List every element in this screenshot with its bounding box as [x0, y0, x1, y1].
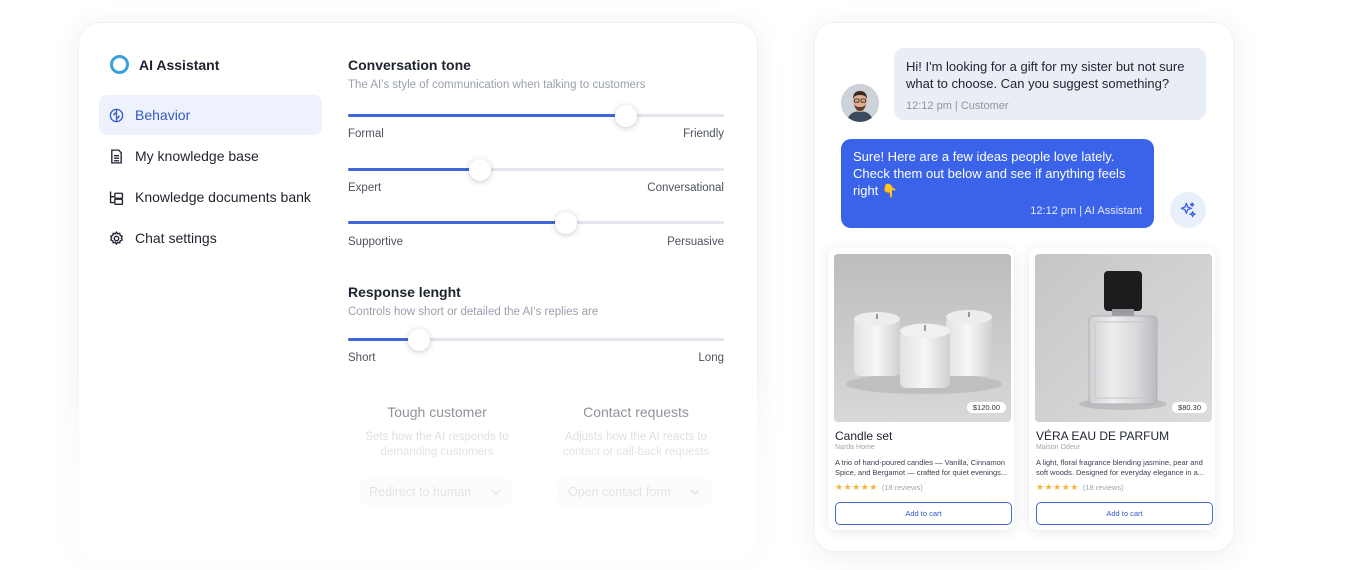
message-text: Sure! Here are a few ideas people love l…	[853, 149, 1126, 198]
tone-slider-supportive-persuasive[interactable]	[348, 212, 724, 234]
slider-thumb[interactable]	[468, 159, 491, 181]
customer-message-bubble: Hi! I'm looking for a gift for my sister…	[894, 48, 1206, 120]
contact-requests-card: Contact requests Adjusts how the AI reac…	[546, 404, 726, 460]
tone-title: Conversation tone	[348, 57, 471, 73]
slider-max-label: Long	[698, 352, 724, 364]
message-meta: 12:12 pm | AI Assistant	[1030, 205, 1142, 217]
assistant-message-bubble: Sure! Here are a few ideas people love l…	[841, 139, 1154, 228]
slider-min-label: Short	[348, 352, 376, 364]
add-to-cart-button[interactable]: Add to cart	[835, 502, 1012, 525]
slider-labels: Short Long	[348, 352, 724, 364]
slider-min-label: Expert	[348, 182, 382, 194]
tone-slider-formal-friendly[interactable]	[348, 105, 724, 127]
price-badge: $120.00	[966, 402, 1006, 413]
star-rating-icon: ★★★★★	[1036, 482, 1079, 492]
select-value: Open contact form	[568, 485, 671, 499]
tough-customer-card: Tough customer Sets how the AI responds …	[347, 404, 527, 460]
select-value: Redirect to human	[369, 485, 472, 499]
tone-subtitle: The AI's style of communication when tal…	[348, 79, 646, 91]
sidebar-item-label: Behavior	[135, 107, 191, 123]
chevron-down-icon	[491, 489, 501, 496]
sidebar-nav: Behavior My knowledge base Knowledge doc…	[99, 95, 322, 259]
chevron-down-icon	[690, 489, 700, 496]
card-title: Tough customer	[387, 404, 487, 420]
product-brand: Narda Home	[835, 444, 875, 451]
slider-max-label: Persuasive	[667, 236, 724, 248]
star-rating-icon: ★★★★★	[835, 482, 878, 492]
app-title: AI Assistant	[139, 56, 220, 73]
brain-icon	[108, 107, 125, 124]
slider-max-label: Conversational	[647, 182, 724, 194]
price-badge: $80.30	[1172, 402, 1207, 413]
slider-min-label: Supportive	[348, 236, 403, 248]
slider-labels: Formal Friendly	[348, 128, 724, 140]
card-title: Contact requests	[583, 404, 689, 420]
sidebar-item-label: Chat settings	[135, 230, 217, 246]
product-rating: ★★★★★ (18 reviews)	[1036, 482, 1124, 493]
sidebar-item-knowledge-base[interactable]: My knowledge base	[99, 136, 322, 176]
slider-fill	[348, 338, 420, 341]
length-title: Response lenght	[348, 284, 461, 300]
slider-fill	[348, 168, 480, 171]
gear-icon	[108, 230, 125, 247]
slider-thumb[interactable]	[615, 105, 638, 127]
product-name: VÉRA EAU DE PARFUM	[1036, 429, 1170, 443]
card-description-line: demanding customers	[380, 446, 494, 458]
sidebar-item-chat-settings[interactable]: Chat settings	[99, 218, 322, 258]
contact-requests-select[interactable]: Open contact form	[558, 478, 712, 506]
slider-thumb[interactable]	[408, 329, 431, 351]
product-description: A light, floral fragrance blending jasmi…	[1036, 458, 1205, 477]
length-slider[interactable]	[348, 329, 724, 351]
tough-customer-select[interactable]: Redirect to human	[359, 478, 513, 506]
customer-avatar	[841, 84, 879, 122]
review-count: (18 reviews)	[881, 483, 923, 492]
card-description-line: Sets how the AI responds to	[365, 431, 509, 443]
product-name: Candle set	[835, 429, 893, 443]
slider-min-label: Formal	[348, 128, 384, 140]
assistant-avatar	[1170, 192, 1206, 228]
assistant-logo-icon	[110, 55, 129, 74]
product-card-perfume: $80.30 VÉRA EAU DE PARFUM Maison Odeur A…	[1029, 248, 1215, 530]
tone-slider-expert-conversational[interactable]	[348, 159, 724, 181]
document-icon	[108, 148, 125, 165]
slider-fill	[348, 221, 567, 224]
sidebar-item-documents-bank[interactable]: Knowledge documents bank	[99, 177, 322, 217]
sparkles-icon	[1180, 202, 1196, 218]
slider-track	[348, 338, 724, 341]
folder-tree-icon	[108, 189, 125, 206]
slider-fill	[348, 114, 627, 117]
slider-thumb[interactable]	[555, 212, 578, 234]
review-count: (18 reviews)	[1082, 483, 1124, 492]
product-image-candles: $120.00	[834, 254, 1011, 422]
sidebar-item-label: My knowledge base	[135, 148, 259, 164]
card-description-line: contact or call-back requests	[562, 446, 710, 458]
slider-labels: Supportive Persuasive	[348, 236, 724, 248]
product-card-candle-set: $120.00 Candle set Narda Home A trio of …	[828, 248, 1014, 530]
product-rating: ★★★★★ (18 reviews)	[835, 482, 923, 493]
sidebar-item-label: Knowledge documents bank	[135, 189, 311, 205]
product-image-perfume: $80.30	[1035, 254, 1212, 422]
add-to-cart-button[interactable]: Add to cart	[1036, 502, 1213, 525]
message-meta: 12:12 pm | Customer	[906, 100, 1009, 112]
app-brand: AI Assistant	[110, 55, 219, 74]
card-description-line: Adjusts how the AI reacts to	[565, 431, 707, 443]
sidebar-item-behavior[interactable]: Behavior	[99, 95, 322, 135]
length-subtitle: Controls how short or detailed the AI's …	[348, 306, 599, 318]
product-brand: Maison Odeur	[1036, 444, 1080, 451]
slider-max-label: Friendly	[683, 128, 724, 140]
slider-track	[348, 168, 724, 171]
message-text: Hi! I'm looking for a gift for my sister…	[906, 59, 1185, 91]
slider-labels: Expert Conversational	[348, 182, 724, 194]
product-description: A trio of hand-poured candles — Vanilla,…	[835, 458, 1008, 477]
